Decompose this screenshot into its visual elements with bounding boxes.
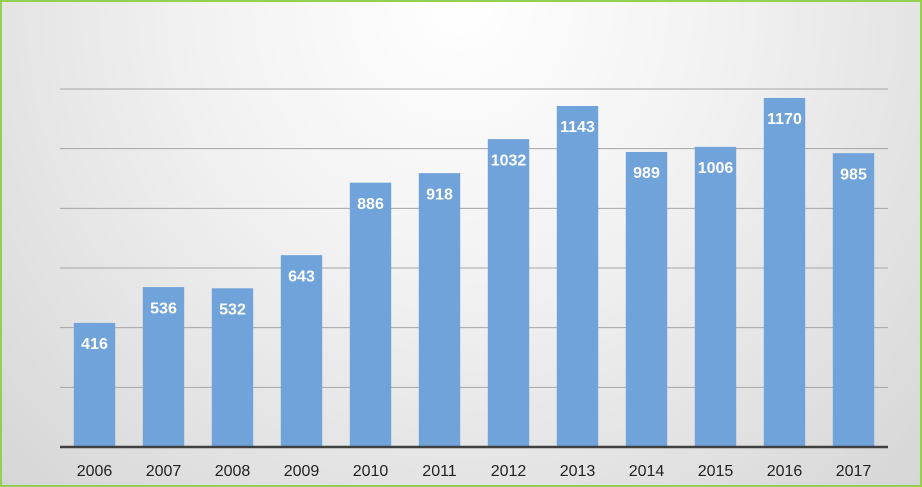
bar [763, 97, 806, 447]
bar [349, 182, 392, 447]
x-tick-label: 2007 [146, 463, 182, 480]
x-tick-label: 2017 [836, 463, 872, 480]
bar [625, 151, 668, 447]
x-tick-label: 2014 [629, 463, 665, 480]
x-tick-label: 2013 [560, 463, 596, 480]
data-label: 1143 [560, 119, 595, 136]
bar [142, 287, 185, 447]
data-label: 918 [426, 186, 453, 203]
data-label: 643 [288, 268, 315, 285]
data-label: 985 [840, 166, 867, 183]
bar [73, 322, 116, 447]
x-tick-label: 2011 [422, 463, 457, 480]
x-tick-label: 2010 [353, 463, 389, 480]
bar [280, 255, 323, 447]
x-tick-label: 2006 [77, 463, 113, 480]
bar [556, 106, 599, 447]
x-tick-label: 2009 [284, 463, 320, 480]
bar [694, 146, 737, 448]
data-label: 416 [81, 336, 108, 353]
data-label: 989 [633, 165, 660, 182]
data-label: 1006 [698, 160, 734, 177]
bar [487, 139, 530, 447]
data-label: 536 [150, 300, 177, 317]
x-tick-label: 2008 [215, 463, 251, 480]
x-tick-label: 2015 [698, 463, 734, 480]
data-label: 1170 [767, 111, 802, 128]
x-tick-label: 2012 [491, 463, 527, 480]
data-label: 532 [219, 302, 246, 319]
data-label: 1032 [491, 152, 527, 169]
data-label: 886 [357, 196, 384, 213]
bar [418, 173, 461, 447]
bar [832, 153, 875, 447]
x-tick-label: 2016 [767, 463, 803, 480]
bar [211, 288, 254, 447]
